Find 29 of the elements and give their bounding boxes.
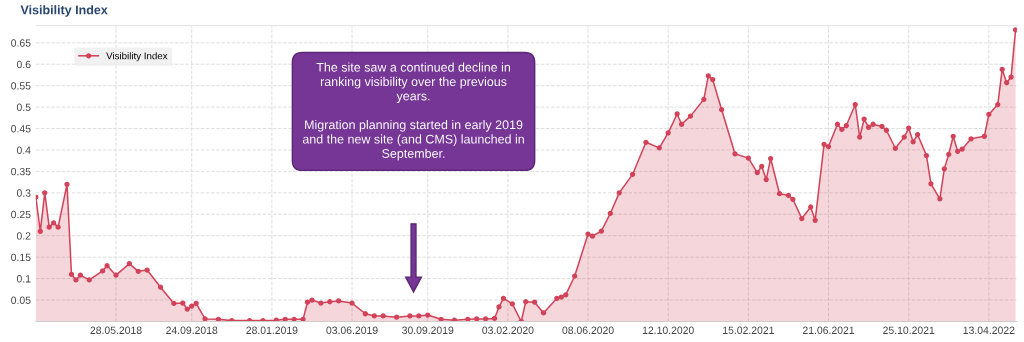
chart-title: Visibility Index <box>20 5 108 17</box>
x-tick-label: 12.10.2020 <box>642 326 694 334</box>
x-tick-label: 08.06.2020 <box>562 326 614 334</box>
y-tick-label: 0.5 <box>16 103 31 111</box>
y-tick-label: 0.3 <box>16 189 31 197</box>
y-tick-label: 0.6 <box>16 60 31 69</box>
annotation: Migration planning started in early 2019 and the new site (and CMS) launched in September. <box>302 119 524 161</box>
x-tick-label: 30.09.2019 <box>402 326 454 334</box>
annotation: The site saw a continued decline in ranking visibility over the previous years. <box>316 62 510 103</box>
x-tick-label: 03.02.2020 <box>482 326 534 334</box>
y-tick-label: 0.65 <box>11 39 31 47</box>
legend-label: Visibility Index <box>106 52 168 62</box>
x-tick-label: 28.01.2019 <box>246 326 298 334</box>
y-tick-label: 0.1 <box>16 275 31 283</box>
y-tick-label: 0.55 <box>11 82 31 90</box>
x-tick-label: 15.02.2021 <box>723 326 774 334</box>
x-tick-label: 25.10.2021 <box>883 326 935 334</box>
y-tick-label: 0.15 <box>11 253 31 262</box>
x-tick-label: 24.09.2018 <box>166 326 218 334</box>
x-tick-label: 21.06.2021 <box>802 326 855 334</box>
x-tick-label: 13.04.2022 <box>963 326 1015 334</box>
y-tick-label: 0.2 <box>16 232 31 240</box>
y-tick-label: 0.05 <box>11 296 31 304</box>
x-tick-label: 28.05.2018 <box>90 326 142 334</box>
y-tick-label: 0.4 <box>16 146 31 154</box>
y-tick-label: 0.45 <box>11 125 31 133</box>
x-tick-label: 03.06.2019 <box>326 326 378 334</box>
y-tick-label: 0.35 <box>11 167 31 176</box>
y-tick-label: 0.25 <box>11 210 31 219</box>
